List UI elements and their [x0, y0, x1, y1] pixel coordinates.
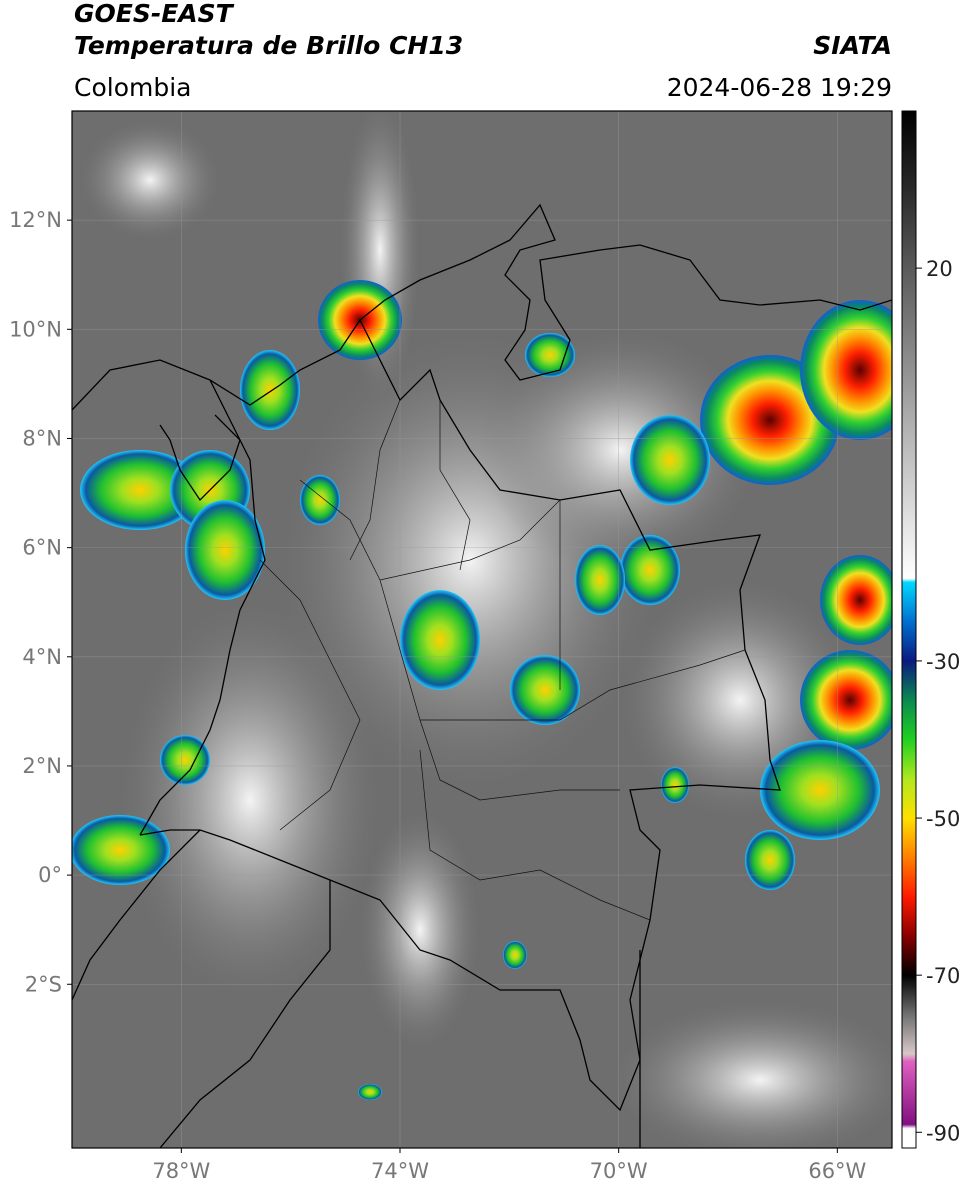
colorbar-axis: 20 -30 -50 -70 -90: [916, 257, 960, 1145]
lat-tick-label: 10°N: [9, 317, 62, 341]
lat-tick-label: 0°: [38, 863, 62, 887]
region: Colombia: [74, 73, 191, 102]
map-axes: 78°W 74°W 70°W 66°W 12°N 10°N 8°N 6°N 4°N 2°N 0° 2°…: [9, 208, 866, 1183]
colorbar-tick-label: 20: [926, 257, 953, 281]
lat-tick-label: 8°N: [22, 426, 62, 450]
storms: [72, 280, 892, 1100]
colorbar-tick-label: -70: [926, 964, 960, 988]
lon-tick-label: 66°W: [808, 1159, 866, 1183]
lat-tick-label: 4°N: [22, 645, 62, 669]
borders: [72, 203, 892, 1148]
map-frame: [71, 110, 893, 1149]
colorbar-tick-label: -90: [926, 1121, 960, 1145]
colorbar: [901, 110, 917, 1149]
colorbar-tick-label: -50: [926, 807, 960, 831]
lon-tick-label: 74°W: [371, 1159, 429, 1183]
graticule: [72, 111, 892, 1148]
department-borders: [259, 399, 746, 921]
lon-tick-label: 70°W: [590, 1159, 648, 1183]
title: GOES-EAST: [74, 0, 235, 28]
lat-tick-label: 2°N: [22, 754, 62, 778]
lon-tick-label: 78°W: [152, 1159, 210, 1183]
lat-tick-label: 2°S: [25, 972, 62, 996]
datetime: 2024-06-28 19:29: [667, 73, 892, 102]
map-image: [72, 111, 892, 1148]
lat-tick-label: 6°N: [22, 536, 62, 560]
lat-tick-label: 12°N: [9, 208, 62, 232]
subtitle: Temperatura de Brillo CH13: [74, 31, 463, 60]
colorbar-tick-label: -30: [926, 650, 960, 674]
source: SIATA: [813, 31, 892, 60]
